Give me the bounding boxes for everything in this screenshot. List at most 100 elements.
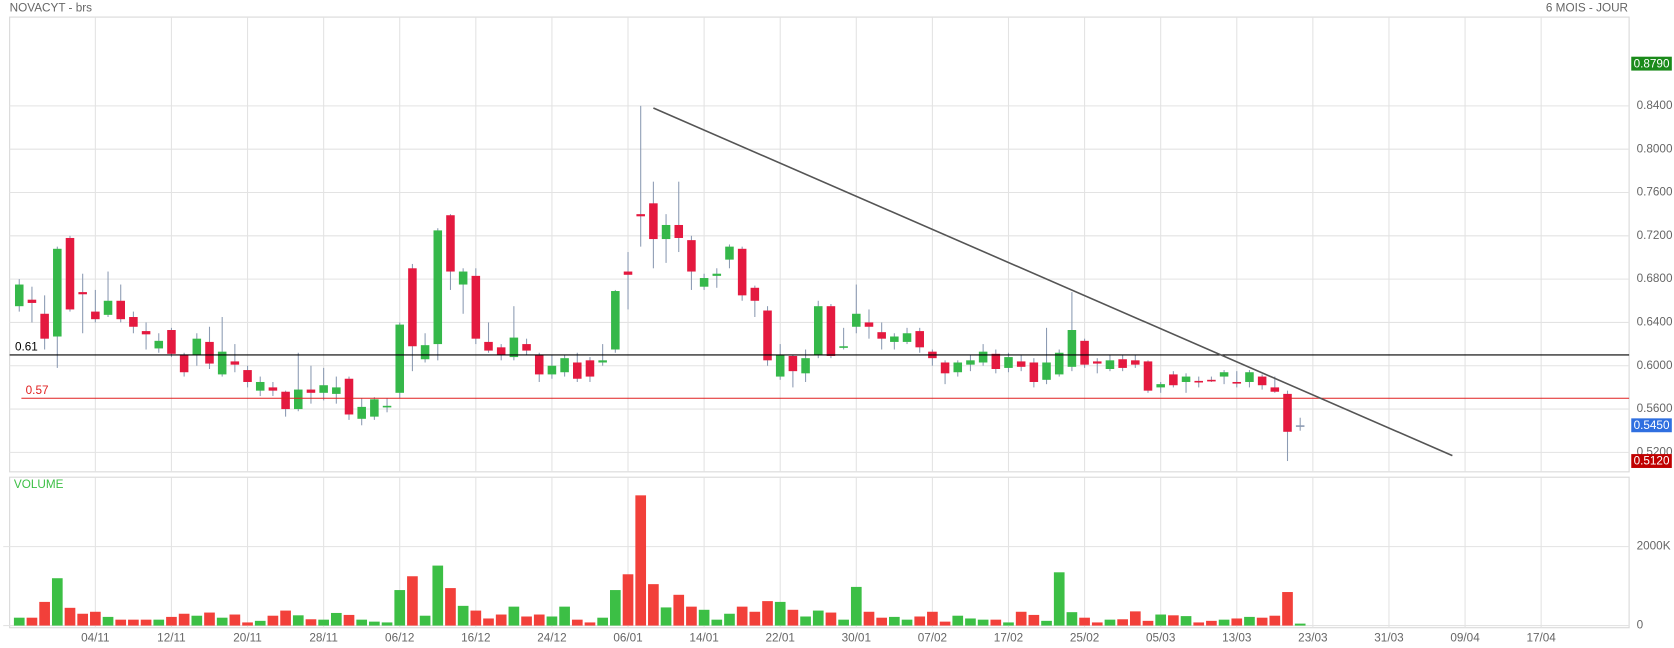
candle-body (78, 292, 87, 295)
volume-bar (39, 601, 50, 626)
x-tick-label: 07/02 (918, 631, 947, 644)
candle-body (1118, 359, 1127, 368)
candle-body (1004, 357, 1013, 368)
volume-bar (927, 611, 938, 626)
candle-body (788, 355, 798, 372)
volume-bar (711, 619, 723, 626)
volume-bar (369, 621, 380, 626)
candle-body (192, 338, 202, 355)
x-tick-label: 23/03 (1298, 631, 1328, 644)
candle-body (458, 271, 468, 285)
candle-body (649, 203, 658, 240)
volume-bar (876, 617, 888, 626)
candle-body (966, 360, 975, 365)
volume-bar (521, 616, 532, 626)
x-tick-label: 06/12 (385, 631, 414, 644)
price-marker (1631, 418, 1672, 433)
candle-body (611, 291, 620, 350)
volume-bar (1294, 623, 1306, 626)
candle-body (103, 300, 113, 315)
x-tick-label: 25/02 (1070, 631, 1099, 644)
candle-body (344, 378, 354, 415)
candle-body (1219, 372, 1229, 377)
volume-bar (990, 619, 1002, 626)
volume-bar (546, 616, 558, 626)
volume-bar (1244, 616, 1255, 626)
candle-body (1029, 362, 1039, 382)
x-tick-label: 05/03 (1146, 631, 1176, 644)
candle-body (687, 240, 696, 272)
candle-body (1092, 361, 1102, 364)
volume-bar (1091, 622, 1103, 626)
candle-body (129, 317, 138, 327)
candle-body (1295, 425, 1305, 427)
volume-bar (1129, 611, 1141, 626)
y-tick-label: 0.6400 (1637, 316, 1673, 329)
candle-body (573, 362, 582, 379)
candle-body (813, 306, 823, 355)
volume-bar (242, 622, 253, 626)
volume-bar (774, 601, 786, 626)
candle-body (205, 341, 214, 364)
x-tick-label: 24/12 (537, 631, 566, 644)
candle-body (661, 224, 671, 240)
volume-bar (660, 607, 672, 626)
candle-body (281, 391, 290, 410)
candle-body (1270, 387, 1280, 392)
volume-bar (1028, 614, 1040, 626)
candle-body (91, 311, 100, 320)
volume-bar (64, 607, 76, 626)
candle-body (1156, 384, 1165, 388)
price-marker-label: 0.5120 (1634, 455, 1670, 468)
volume-bar (749, 611, 761, 626)
x-tick-label: 22/01 (766, 631, 795, 644)
volume-bar (407, 576, 418, 626)
volume-bar (432, 565, 444, 626)
volume-bar (305, 619, 317, 626)
grid: 0.52000.56000.60000.64000.68000.72000.76… (3, 17, 1673, 644)
volume-bar (1003, 622, 1014, 626)
candle-body (382, 405, 392, 408)
volume-bar (445, 588, 456, 626)
candle-body (534, 354, 544, 375)
candle-body (306, 389, 316, 393)
volume-bar (1218, 619, 1230, 626)
candle-body (1194, 380, 1203, 383)
chart-subtitle: 6 MOIS - JOUR (1546, 2, 1628, 15)
trendline (653, 107, 1453, 457)
volume-bar (977, 619, 989, 626)
volume-bar (508, 606, 520, 626)
volume-tick-label: 2000K (1637, 540, 1671, 553)
volume-bar (1041, 620, 1052, 626)
marks (13, 105, 1306, 626)
candle-body (598, 360, 607, 363)
candle-body (1042, 362, 1051, 380)
volume-bar (343, 614, 355, 626)
candle-body (1080, 340, 1089, 365)
x-tick-label: 04/11 (81, 631, 110, 644)
candle-body (433, 230, 443, 345)
volume-bar (622, 574, 634, 626)
volume-bar (318, 619, 329, 626)
volume-bar (648, 584, 659, 626)
volume-bar (77, 613, 89, 626)
volume-bar (140, 619, 152, 626)
candle-body (902, 333, 912, 342)
volume-bar (419, 615, 431, 626)
x-tick-label: 14/01 (689, 631, 718, 644)
volume-bar (102, 616, 114, 626)
volume-bar (1015, 611, 1027, 626)
level-label: 0.57 (26, 384, 49, 397)
candle-body (217, 351, 227, 375)
y-tick-label: 0.7200 (1637, 229, 1673, 242)
x-tick-label: 12/11 (157, 631, 186, 644)
volume-bar (204, 612, 215, 626)
candle-body (1245, 372, 1254, 382)
candle-body (484, 341, 493, 351)
volume-bar (495, 614, 507, 626)
volume-bar (597, 617, 608, 626)
overlays: 0.61 0.57 0.8790 0.5450 0.5120 (9, 56, 1672, 468)
volume-bar (1066, 612, 1078, 626)
y-tick-label: 0.7600 (1637, 186, 1673, 199)
